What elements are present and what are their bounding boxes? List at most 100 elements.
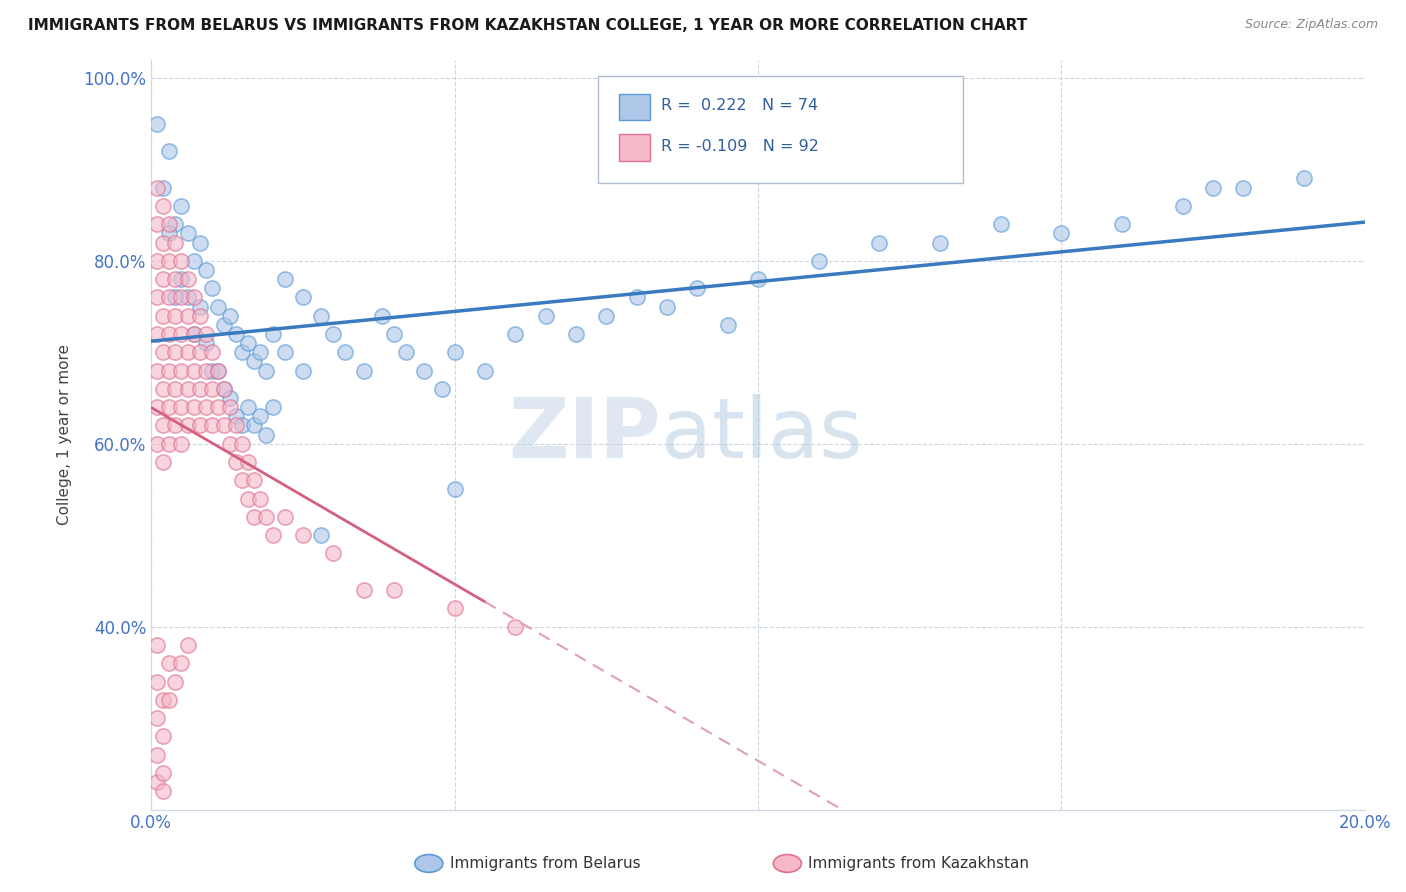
Point [273, 345, 295, 359]
Text: Source: ZipAtlas.com: Source: ZipAtlas.com [1244, 18, 1378, 31]
Point [238, 336, 260, 351]
Point [371, 309, 394, 323]
Point [152, 766, 174, 780]
Point [655, 300, 678, 314]
Point [335, 345, 357, 359]
Point [201, 281, 224, 295]
Point [157, 400, 180, 414]
Point [212, 382, 235, 396]
Y-axis label: College, 1 year or more: College, 1 year or more [58, 344, 72, 525]
Point [249, 345, 271, 359]
Point [157, 363, 180, 377]
Text: Immigrants from Kazakhstan: Immigrants from Kazakhstan [808, 856, 1029, 871]
Point [188, 309, 211, 323]
Point [176, 638, 198, 652]
Point [231, 436, 253, 450]
Point [249, 491, 271, 506]
Point [249, 409, 271, 424]
Point [201, 382, 224, 396]
Point [146, 436, 169, 450]
Point [747, 272, 769, 286]
Point [256, 509, 278, 524]
Point [243, 509, 266, 524]
Point [291, 290, 314, 304]
Point [146, 775, 169, 789]
Point [188, 418, 211, 433]
Point [157, 217, 180, 231]
Point [443, 345, 465, 359]
Text: IMMIGRANTS FROM BELARUS VS IMMIGRANTS FROM KAZAKHSTAN COLLEGE, 1 YEAR OR MORE CO: IMMIGRANTS FROM BELARUS VS IMMIGRANTS FR… [28, 18, 1028, 33]
Point [183, 363, 205, 377]
Point [291, 363, 314, 377]
Point [238, 455, 260, 469]
Point [225, 409, 247, 424]
Point [395, 345, 418, 359]
Point [273, 272, 295, 286]
Point [231, 345, 253, 359]
Point [188, 382, 211, 396]
Point [595, 309, 617, 323]
Point [170, 253, 193, 268]
Point [146, 253, 169, 268]
Point [291, 528, 314, 542]
Point [1294, 171, 1316, 186]
Point [212, 318, 235, 332]
Point [176, 290, 198, 304]
Point [170, 436, 193, 450]
Point [207, 300, 229, 314]
Point [146, 363, 169, 377]
Point [534, 309, 557, 323]
Point [256, 427, 278, 442]
Point [188, 345, 211, 359]
Point [503, 619, 526, 633]
Point [146, 747, 169, 762]
Point [188, 235, 211, 250]
Point [201, 345, 224, 359]
Point [165, 674, 187, 689]
Point [503, 326, 526, 341]
Point [170, 400, 193, 414]
Point [201, 418, 224, 433]
Point [322, 546, 344, 560]
Point [238, 491, 260, 506]
Point [170, 199, 193, 213]
Point [243, 418, 266, 433]
Point [243, 354, 266, 368]
Point [146, 217, 169, 231]
Point [146, 400, 169, 414]
Point [165, 217, 187, 231]
Point [165, 235, 187, 250]
Point [413, 363, 436, 377]
Point [1050, 227, 1073, 241]
Point [176, 345, 198, 359]
Point [382, 582, 405, 597]
Point [565, 326, 588, 341]
Point [165, 418, 187, 433]
Point [146, 290, 169, 304]
Point [225, 455, 247, 469]
Point [152, 180, 174, 194]
Point [170, 290, 193, 304]
Point [157, 290, 180, 304]
Point [207, 363, 229, 377]
Point [157, 253, 180, 268]
Point [152, 235, 174, 250]
Point [626, 290, 648, 304]
Point [225, 326, 247, 341]
Point [807, 253, 830, 268]
Point [152, 730, 174, 744]
Point [443, 601, 465, 615]
Point [201, 363, 224, 377]
Point [1232, 180, 1254, 194]
Point [146, 674, 169, 689]
Text: Immigrants from Belarus: Immigrants from Belarus [450, 856, 641, 871]
Point [152, 382, 174, 396]
Point [165, 272, 187, 286]
Point [273, 509, 295, 524]
Point [219, 309, 242, 323]
Point [165, 382, 187, 396]
Text: atlas: atlas [661, 394, 863, 475]
Point [176, 272, 198, 286]
Point [183, 326, 205, 341]
Point [219, 391, 242, 405]
